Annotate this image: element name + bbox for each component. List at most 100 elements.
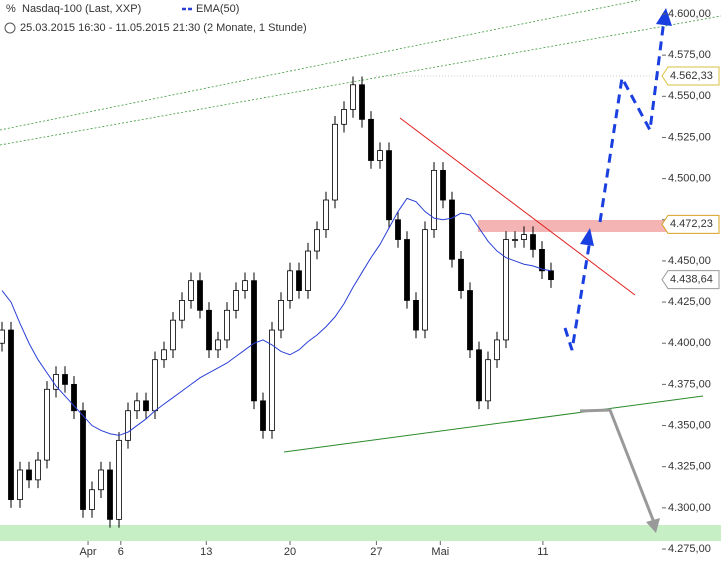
x-tick-label: 20 [284, 546, 296, 558]
projection-arrow [563, 239, 592, 351]
candle-body [422, 229, 428, 331]
y-tick-label: 4.550,00 [668, 90, 711, 102]
candle-body [503, 239, 509, 341]
y-tick-label: 4.375,00 [668, 378, 711, 390]
plot [0, 76, 554, 528]
candle-body [125, 410, 131, 441]
candle-body [431, 169, 437, 231]
candle-body [134, 400, 140, 412]
candle-body [341, 109, 347, 125]
candle-body [323, 199, 329, 231]
clock-icon [4, 22, 16, 34]
candle-body [386, 150, 392, 221]
candle-body [548, 270, 554, 281]
candle-body [179, 300, 185, 321]
candle-body [251, 280, 257, 402]
candle-body [287, 270, 293, 301]
candle-body [314, 229, 320, 252]
arrow-head [646, 518, 660, 533]
candle-body [269, 329, 275, 431]
resistance-trendline [399, 117, 636, 296]
projection-arrow [598, 19, 666, 223]
candle-body [467, 290, 473, 351]
y-tick-label: 4.350,00 [668, 419, 711, 431]
x-tick-label: 11 [537, 546, 548, 558]
y-tick-label: 4.275,00 [668, 543, 711, 555]
candle-body [188, 280, 194, 301]
x-tick-label: 27 [370, 546, 382, 558]
candle-body [35, 459, 41, 481]
candle-body [260, 400, 266, 431]
x-tick-label: Mai [431, 546, 449, 558]
candle-body [377, 150, 383, 161]
candle-body [332, 123, 338, 201]
candle-body [44, 388, 50, 461]
candle-body [413, 300, 419, 331]
channel-line [0, 0, 641, 131]
resistance-zone [478, 220, 666, 232]
y-tick-label: 4.450,00 [668, 255, 711, 267]
candle-body [206, 309, 212, 351]
candle-body [359, 84, 365, 120]
candle-body [0, 329, 5, 344]
candle-body [170, 319, 176, 351]
candle-body [53, 374, 59, 390]
price-marker [661, 66, 720, 86]
y-tick-label: 4.425,00 [668, 296, 711, 308]
candle-body [395, 219, 401, 240]
x-tick-label: 13 [200, 546, 212, 558]
price-marker [661, 270, 720, 290]
arrow-head [656, 8, 672, 26]
candle-body [242, 280, 248, 291]
y-tick-label: 4.500,00 [668, 173, 711, 185]
candle-body [62, 374, 68, 385]
candle-body [476, 349, 482, 402]
chart-title: Nasdaq-100 (Last, XXP) [22, 3, 141, 15]
price-marker-label: 4.472,23 [670, 218, 713, 230]
support-trendline [283, 395, 704, 453]
candle-body [116, 439, 122, 520]
support-zone [0, 525, 721, 541]
legend-label: EMA(50) [196, 3, 239, 15]
candle-body [278, 300, 284, 331]
price-marker [661, 214, 720, 234]
candle-body [89, 489, 95, 510]
y-tick-label: 4.300,00 [668, 502, 711, 514]
x-tick-label: Apr [79, 546, 96, 558]
arrow-head [580, 228, 594, 246]
candle-body [404, 239, 410, 301]
candle-body [8, 329, 14, 501]
candle-body [305, 250, 311, 291]
candle-body [80, 410, 86, 510]
price-marker-label: 4.562,33 [670, 70, 713, 82]
candle-body [215, 339, 221, 351]
x-tick-label: 6 [118, 546, 124, 558]
y-tick-label: 4.575,00 [668, 49, 711, 61]
candle-body [458, 258, 464, 291]
candle-body [368, 118, 374, 161]
candle-body [521, 234, 527, 240]
candle-body [512, 239, 518, 241]
candle-body [197, 280, 203, 311]
candle-body [26, 469, 32, 481]
candle-body [539, 248, 545, 272]
candle-body [494, 339, 500, 361]
candle-body [530, 234, 536, 250]
candle-body [98, 469, 104, 491]
candle-body [107, 469, 113, 520]
candle-body [152, 359, 158, 412]
projection-arrow [579, 408, 657, 526]
ema-line [1, 197, 552, 436]
candle-body [71, 383, 77, 412]
y-tick-label: 4.525,00 [668, 131, 711, 143]
y-tick-label: 4.325,00 [668, 461, 711, 473]
candle-body [350, 84, 356, 110]
y-tick-label: 4.400,00 [668, 337, 711, 349]
candle-body [440, 169, 446, 201]
candle-body [17, 469, 23, 501]
candle-body [143, 400, 149, 412]
candle-body [233, 290, 239, 311]
price-marker-label: 4.438,64 [670, 274, 713, 286]
chart-icon: % [6, 3, 16, 15]
y-tick-label: 4.600,00 [668, 8, 711, 20]
